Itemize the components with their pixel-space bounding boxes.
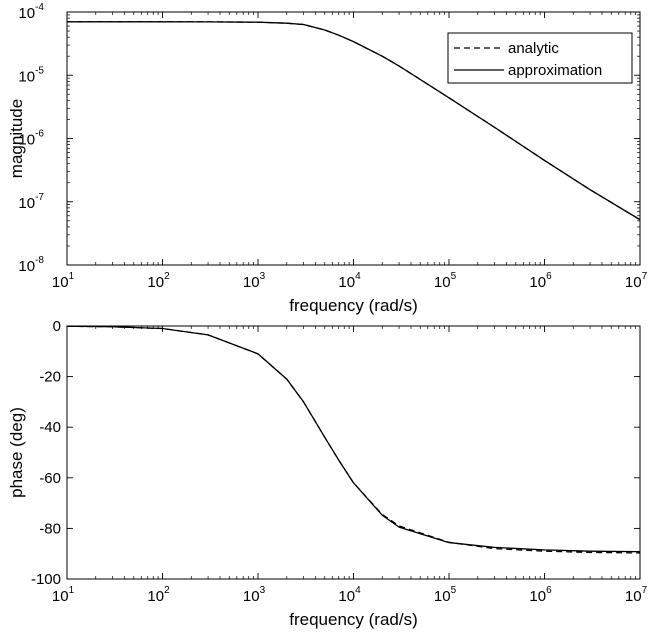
magnitude-x-tick-exponent: 6: [546, 271, 552, 282]
magnitude-axes-frame: [66, 11, 641, 266]
magnitude-y-tick-base: 10: [18, 68, 35, 85]
magnitude-y-tick-exponent: -7: [35, 192, 44, 203]
magnitude-x-tick-label: 107: [625, 271, 648, 291]
phase-plot: 101 102 103 104 105 106 1070-20-40-60-80-100fr…: [7, 318, 648, 629]
phase-x-tick-exponent: 5: [451, 585, 457, 596]
magnitude-y-tick-base: 10: [18, 258, 35, 275]
phase-x-tick-label: 105: [434, 585, 457, 605]
phase-series-approximation-line: [66, 325, 641, 553]
magnitude-x-tick-label: 104: [338, 271, 361, 291]
phase-x-tick-label: 107: [625, 585, 648, 605]
phase-y-tick-label: -60: [39, 470, 61, 487]
phase-y-tick-label: 0: [53, 318, 61, 335]
magnitude-x-tick-exponent: 3: [260, 271, 266, 282]
phase-x-axis-label: frequency (rad/s): [289, 610, 418, 629]
magnitude-legend: analytic approximation: [447, 32, 633, 84]
phase-x-tick-base: 10: [147, 588, 164, 605]
phase-x-tick-base: 10: [338, 588, 355, 605]
phase-x-tick-label: 101: [52, 585, 75, 605]
phase-x-tick-label: 102: [147, 585, 170, 605]
phase-y-tick-label: -100: [31, 571, 61, 588]
magnitude-x-tick-base: 10: [625, 274, 642, 291]
magnitude-y-tick-label: 10-4: [18, 2, 44, 22]
magnitude-x-tick-base: 10: [529, 274, 546, 291]
phase-x-tick-base: 10: [529, 588, 546, 605]
phase-y-tick-label: -20: [39, 369, 61, 386]
magnitude-x-tick-label: 101: [52, 271, 75, 291]
magnitude-x-tick-label: 106: [529, 271, 552, 291]
phase-x-tick-exponent: 7: [642, 585, 648, 596]
phase-x-tick-base: 10: [434, 588, 451, 605]
phase-y-tick-label: -80: [39, 520, 61, 537]
legend-box: [447, 32, 633, 84]
magnitude-y-tick-label: 10-6: [18, 129, 44, 149]
magnitude-y-tick-base: 10: [18, 5, 35, 22]
phase-axes-frame: [66, 325, 641, 580]
magnitude-x-tick-label: 103: [243, 271, 266, 291]
legend-label-approximation: approximation: [508, 62, 602, 79]
magnitude-x-tick-exponent: 4: [355, 271, 361, 282]
phase-x-tick-base: 10: [243, 588, 260, 605]
phase-x-tick-label: 106: [529, 585, 552, 605]
magnitude-x-tick-base: 10: [52, 274, 69, 291]
magnitude-x-tick-label: 105: [434, 271, 457, 291]
magnitude-y-tick-base: 10: [18, 195, 35, 212]
magnitude-x-tick-exponent: 7: [642, 271, 648, 282]
magnitude-x-tick-base: 10: [338, 274, 355, 291]
magnitude-y-tick-exponent: -5: [35, 65, 44, 76]
magnitude-series-approximation-line: [67, 21, 641, 221]
magnitude-y-tick-exponent: -8: [35, 255, 44, 266]
magnitude-y-tick-label: 10-5: [18, 65, 44, 85]
legend-label-analytic: analytic: [508, 40, 559, 57]
phase-x-tick-exponent: 3: [260, 585, 266, 596]
magnitude-plot: 101 102 103 104 105 106 10710-810-710-610-510-…: [7, 2, 648, 315]
phase-y-axis-label: phase (deg): [7, 407, 26, 498]
magnitude-x-tick-label: 102: [147, 271, 170, 291]
magnitude-x-tick-exponent: 5: [451, 271, 457, 282]
phase-series-analytic-line: [66, 325, 641, 554]
magnitude-x-tick-base: 10: [147, 274, 164, 291]
magnitude-y-axis-label: magnitude: [7, 99, 26, 178]
magnitude-x-axis-label: frequency (rad/s): [289, 296, 418, 315]
phase-x-tick-label: 104: [338, 585, 361, 605]
magnitude-y-tick-label: 10-7: [18, 192, 44, 212]
magnitude-x-tick-exponent: 1: [69, 271, 75, 282]
phase-x-tick-base: 10: [625, 588, 642, 605]
magnitude-x-tick-base: 10: [434, 274, 451, 291]
phase-x-tick-exponent: 4: [355, 585, 361, 596]
magnitude-y-tick-base: 10: [18, 132, 35, 149]
phase-x-tick-exponent: 1: [69, 585, 75, 596]
phase-x-tick-label: 103: [243, 585, 266, 605]
magnitude-y-tick-exponent: -4: [35, 2, 44, 13]
magnitude-y-tick-exponent: -6: [35, 129, 44, 140]
phase-x-tick-exponent: 6: [546, 585, 552, 596]
phase-x-tick-base: 10: [52, 588, 69, 605]
phase-y-tick-label: -40: [39, 419, 61, 436]
magnitude-x-tick-base: 10: [243, 274, 260, 291]
magnitude-y-tick-label: 10-8: [18, 255, 44, 275]
phase-x-tick-exponent: 2: [164, 585, 170, 596]
magnitude-x-tick-exponent: 2: [164, 271, 170, 282]
